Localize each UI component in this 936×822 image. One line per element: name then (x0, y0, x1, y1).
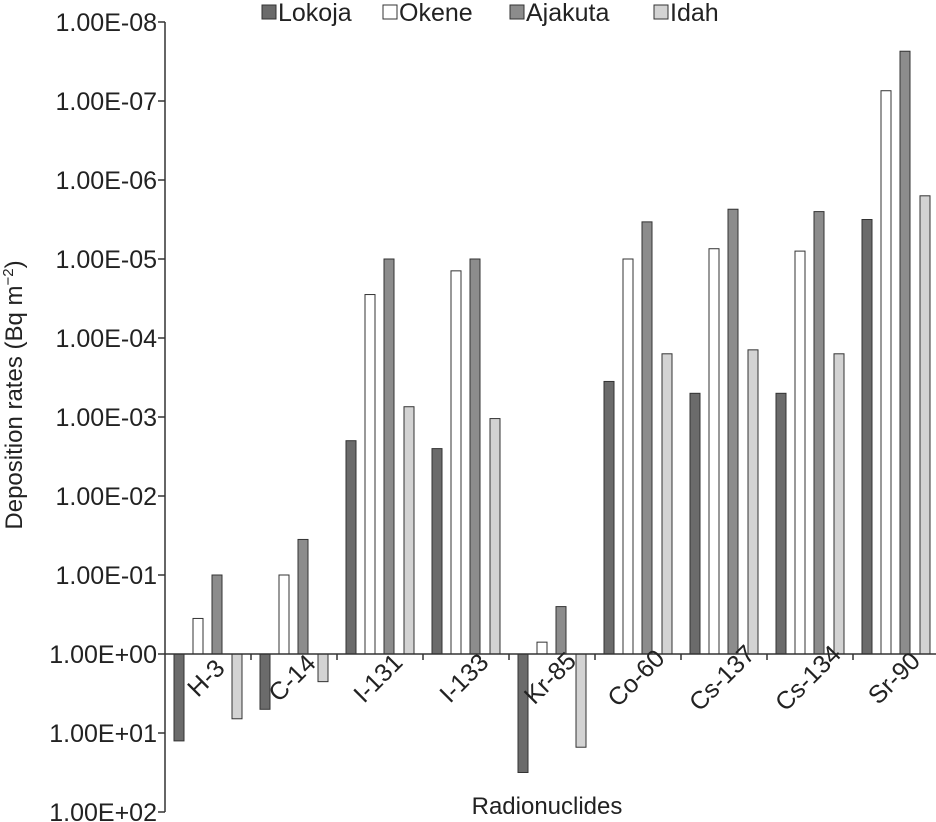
legend-swatch-idah (653, 4, 669, 20)
bar-ajakuta-c-14 (297, 538, 309, 655)
bar-lokoja-i-133 (431, 448, 443, 655)
y-axis-title-text: Deposition rates (Bq m (1, 286, 28, 530)
bar-lokoja-i-131 (345, 440, 357, 655)
y-tick-label: 1.00E-04 (56, 325, 158, 353)
bar-idah-h-3 (231, 653, 243, 720)
legend-swatch-lokoja (261, 4, 277, 20)
bar-lokoja-sr-90 (861, 219, 873, 655)
legend-label-idah: Idah (670, 0, 719, 27)
y-axis-title: Deposition rates (Bq m−2) (0, 260, 28, 529)
bar-ajakuta-i-133 (469, 258, 481, 655)
category-label: Sr-90 (863, 647, 926, 710)
y-tick-label: 1.00E-08 (56, 9, 157, 37)
bar-okene-i-131 (364, 294, 376, 655)
bar-ajakuta-cs-134 (813, 211, 825, 655)
bar-lokoja-co-60 (603, 380, 615, 655)
bar-idah-sr-90 (919, 195, 931, 655)
bar-idah-i-133 (489, 418, 501, 655)
bar-okene-c-14 (278, 574, 290, 655)
category-labels: H-3 C-14 I-131 I-133 Kr-85 Co-60 Cs-137 Cs-134 S… (182, 640, 926, 717)
y-tick-label: 1.00E-05 (56, 246, 157, 274)
category-label: H-3 (182, 654, 230, 702)
y-tick-label: 1.00E-01 (56, 562, 157, 590)
y-tick-label: 1.00E-02 (56, 483, 157, 511)
bar-ajakuta-co-60 (641, 221, 653, 655)
bar-lokoja-cs-134 (775, 392, 787, 655)
bars (173, 50, 931, 773)
bar-ajakuta-h-3 (211, 574, 223, 655)
legend: Lokoja Okene Ajakuta Idah (261, 0, 719, 27)
bar-okene-h-3 (192, 617, 204, 655)
y-tick-label: 1.00E+01 (49, 720, 157, 748)
legend-label-ajakuta: Ajakuta (526, 0, 609, 27)
bar-okene-cs-137 (708, 248, 720, 655)
bar-idah-cs-134 (833, 353, 845, 655)
legend-swatch-okene (382, 4, 398, 20)
y-tick-label: 1.00E+00 (49, 641, 157, 669)
bar-lokoja-h-3 (173, 653, 185, 742)
y-tick-label: 1.00E-03 (56, 404, 157, 432)
bar-idah-co-60 (661, 353, 673, 655)
legend-label-okene: Okene (399, 0, 473, 27)
y-tick-label: 1.00E-07 (56, 88, 157, 116)
bar-okene-i-133 (450, 270, 462, 655)
bar-okene-co-60 (622, 258, 634, 655)
bar-ajakuta-cs-137 (727, 208, 739, 655)
bar-idah-i-131 (403, 406, 415, 655)
bar-ajakuta-i-131 (383, 258, 395, 655)
y-axis: 1.00E-08 1.00E-07 1.00E-06 1.00E-05 1.00E-04… (49, 9, 166, 822)
legend-label-lokoja: Lokoja (278, 0, 352, 27)
bar-lokoja-cs-137 (689, 392, 701, 655)
bar-lokoja-kr-85 (517, 653, 529, 773)
y-axis-title-sup: −2 (0, 268, 17, 285)
y-axis-title-close: ) (1, 260, 28, 268)
category-label: I-133 (434, 648, 494, 708)
bar-okene-kr-85 (536, 641, 548, 655)
x-axis-title: Radionuclides (472, 793, 623, 820)
y-tick-label: 1.00E+02 (49, 799, 157, 822)
category-label: I-131 (348, 648, 408, 708)
y-tick-label: 1.00E-06 (56, 167, 157, 195)
bar-okene-sr-90 (880, 90, 892, 655)
category-label: C-14 (263, 649, 321, 707)
bar-idah-cs-137 (747, 349, 759, 655)
bar-ajakuta-sr-90 (899, 50, 911, 655)
legend-swatch-ajakuta (509, 4, 525, 20)
bar-okene-cs-134 (794, 250, 806, 655)
